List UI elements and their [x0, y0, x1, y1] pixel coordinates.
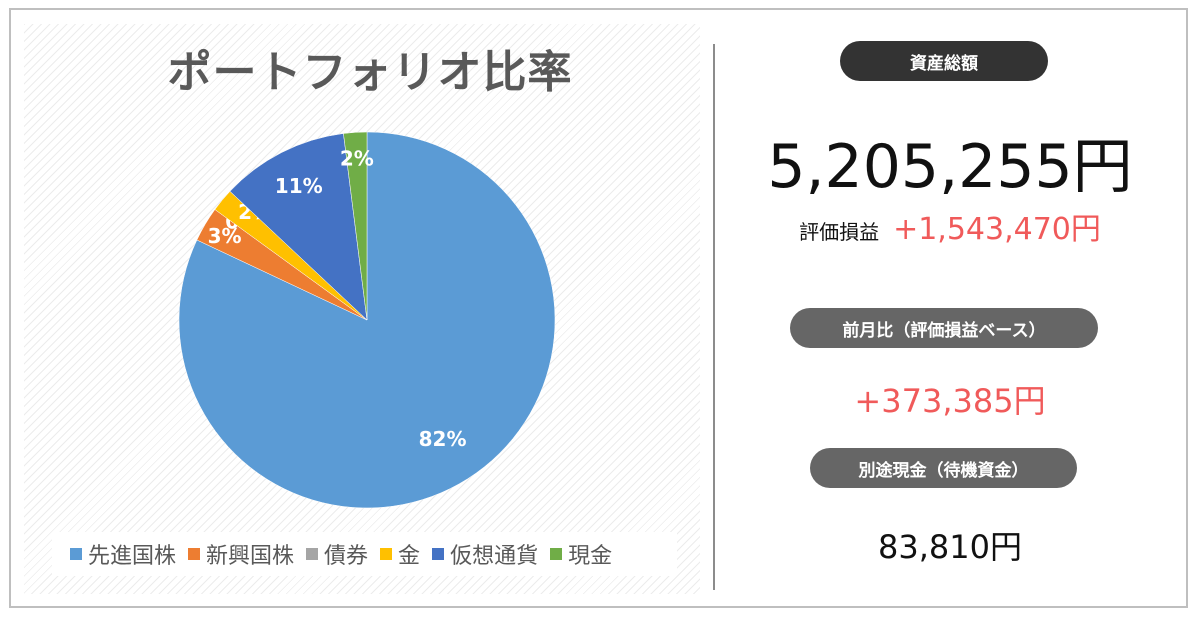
total-assets-label: 資産総額	[840, 41, 1048, 81]
legend-item-2: 債券	[306, 538, 368, 570]
pl-value: +1,543,470円	[893, 212, 1101, 247]
legend-item-0: 先進国株	[70, 538, 176, 570]
legend-swatch-0	[70, 548, 82, 560]
legend-item-5: 現金	[550, 538, 612, 570]
pie-slice-4	[229, 133, 368, 321]
legend: 先進国株 新興国株 債券 金 仮想通貨 現金	[52, 532, 677, 576]
divider	[713, 44, 715, 590]
pie-slice-5	[343, 131, 368, 321]
pl-row: 評価損益 +1,543,470円	[730, 204, 1170, 248]
chart-title: ポートフォリオ比率	[167, 47, 573, 98]
pl-label: 評価損益	[799, 220, 880, 244]
legend-label-5: 現金	[568, 544, 613, 569]
slice-label-4: 11%	[275, 174, 323, 198]
legend-label-2: 債券	[324, 544, 369, 569]
total-assets-value: 5,205,255円	[767, 132, 1133, 202]
legend-label-1: 新興国株	[206, 544, 295, 569]
legend-item-1: 新興国株	[188, 538, 294, 570]
month-change-value: +373,385円	[854, 382, 1046, 420]
legend-item-4: 仮想通貨	[432, 538, 538, 570]
slice-label-0: 82%	[419, 427, 467, 451]
cash-value: 83,810円	[878, 528, 1022, 566]
legend-label-4: 仮想通貨	[450, 544, 539, 569]
pie-chart: 82%3%0%2%11%2%	[178, 131, 556, 509]
legend-swatch-2	[306, 548, 319, 560]
legend-item-3: 金	[380, 538, 420, 570]
month-change-label: 前月比（評価損益ベース）	[790, 308, 1098, 348]
legend-swatch-3	[380, 548, 393, 560]
cash-label: 別途現金（待機資金）	[810, 448, 1077, 488]
legend-label-0: 先進国株	[88, 544, 177, 569]
slice-label-1: 3%	[208, 224, 242, 248]
legend-swatch-5	[550, 548, 563, 560]
slice-label-5: 2%	[340, 147, 374, 171]
legend-swatch-1	[188, 548, 201, 560]
legend-swatch-4	[432, 548, 445, 560]
legend-label-3: 金	[398, 544, 421, 569]
